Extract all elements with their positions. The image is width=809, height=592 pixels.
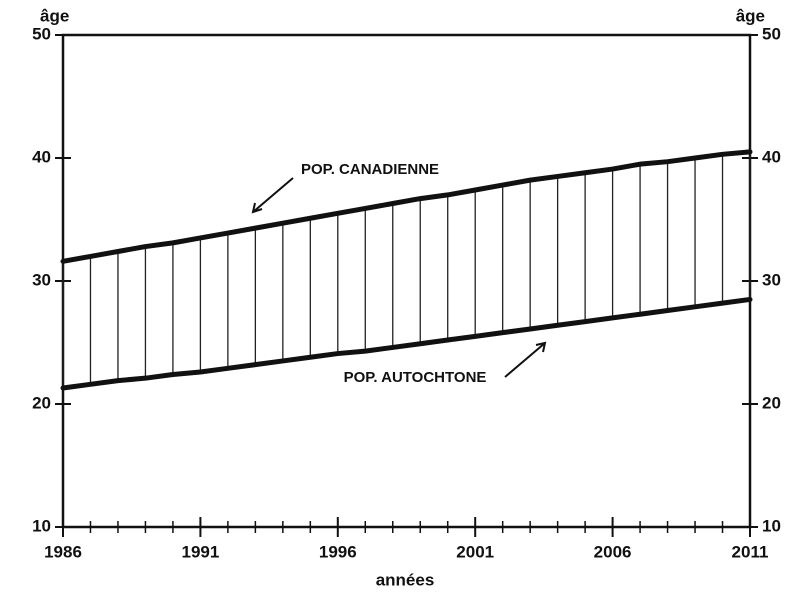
x-tick-label: 1996	[319, 542, 357, 561]
y2-tick-label: 20	[762, 393, 781, 412]
x-tick-label: 2011	[732, 542, 769, 561]
series-line	[60, 296, 753, 391]
series-line	[60, 149, 753, 264]
y2-tick-label: 30	[762, 270, 781, 289]
y-tick-label: 30	[32, 270, 51, 289]
annotation-arrow	[504, 342, 546, 378]
annotation-arrowhead	[251, 202, 263, 214]
series-label: POP. AUTOCHTONE	[344, 369, 487, 386]
y-tick-label: 10	[32, 516, 51, 535]
y2-axis-label: âge	[736, 6, 765, 25]
y-tick-label: 20	[32, 393, 51, 412]
annotation-arrowhead	[535, 341, 547, 353]
series-label: POP. CANADIENNE	[301, 161, 439, 178]
x-tick-label: 1986	[44, 542, 82, 561]
y-tick-label: 50	[32, 24, 51, 43]
x-tick-label: 2001	[456, 542, 494, 561]
y2-tick-label: 40	[762, 147, 781, 166]
annotation-arrow	[252, 177, 294, 213]
x-tick-label: 1991	[181, 542, 219, 561]
y2-tick-label: 10	[762, 516, 781, 535]
y2-tick-label: 50	[762, 24, 781, 43]
y-axis-label: âge	[40, 6, 69, 25]
x-axis-label: années	[376, 570, 435, 589]
y-tick-label: 40	[32, 147, 51, 166]
plot-frame	[61, 33, 752, 529]
x-tick-label: 2006	[594, 542, 632, 561]
